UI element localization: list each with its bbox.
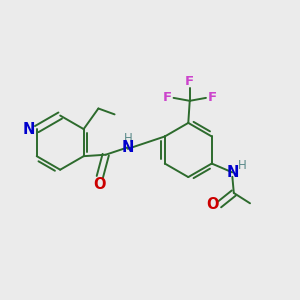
Text: O: O bbox=[206, 197, 219, 212]
Text: H: H bbox=[237, 158, 246, 172]
Text: F: F bbox=[163, 92, 172, 104]
Text: N: N bbox=[226, 165, 238, 180]
Text: N: N bbox=[22, 122, 35, 136]
Text: F: F bbox=[208, 92, 217, 104]
Text: N: N bbox=[122, 140, 134, 155]
Text: H: H bbox=[123, 132, 132, 145]
Text: O: O bbox=[94, 177, 106, 192]
Text: F: F bbox=[185, 75, 194, 88]
